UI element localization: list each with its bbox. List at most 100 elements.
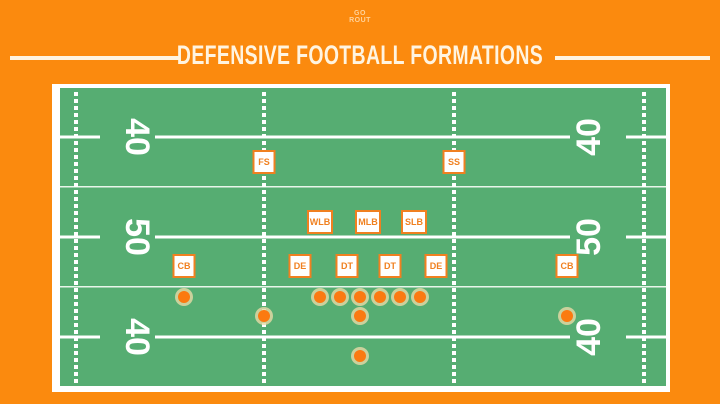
yard-line xyxy=(155,135,570,139)
hash-mark xyxy=(642,204,646,208)
yard-line-tick xyxy=(626,235,666,239)
hash-mark xyxy=(262,365,266,369)
hash-mark xyxy=(74,127,78,131)
position-box xyxy=(355,210,381,234)
hash-mark xyxy=(452,225,456,229)
hash-mark xyxy=(74,358,78,362)
yard-line-tick xyxy=(60,335,100,339)
hash-mark xyxy=(74,246,78,250)
position-text: DT xyxy=(384,261,396,271)
hash-mark xyxy=(642,253,646,257)
hash-mark xyxy=(642,190,646,194)
position-text: CB xyxy=(178,261,191,271)
yard-number-left: 40 xyxy=(118,318,156,356)
offense-player-dot xyxy=(334,291,346,303)
hash-mark xyxy=(642,358,646,362)
position-box xyxy=(442,150,466,174)
hash-mark xyxy=(74,162,78,166)
hash-mark xyxy=(262,190,266,194)
hash-mark xyxy=(262,379,266,383)
yard-line-tick xyxy=(60,135,100,139)
five-yard-line xyxy=(60,186,666,188)
hash-mark xyxy=(642,197,646,201)
position-label-wlb: WLB xyxy=(307,210,333,234)
hash-mark xyxy=(452,246,456,250)
hash-mark xyxy=(452,190,456,194)
hash-mark xyxy=(452,379,456,383)
position-box xyxy=(252,150,276,174)
offense-player-dot xyxy=(374,291,386,303)
offense-player-dot xyxy=(394,291,406,303)
position-text: DT xyxy=(341,261,353,271)
hash-mark xyxy=(74,183,78,187)
position-label-cb: CB xyxy=(555,254,579,278)
hash-mark xyxy=(452,92,456,96)
hash-mark xyxy=(262,351,266,355)
hash-mark xyxy=(452,267,456,271)
hash-mark xyxy=(452,113,456,117)
hash-mark xyxy=(262,120,266,124)
hash-mark xyxy=(452,183,456,187)
hash-mark xyxy=(452,337,456,341)
hash-mark xyxy=(74,365,78,369)
hash-mark xyxy=(262,113,266,117)
hash-mark xyxy=(74,92,78,96)
hash-mark xyxy=(642,302,646,306)
yard-number-left: 40 xyxy=(118,118,156,156)
hash-mark xyxy=(642,351,646,355)
hash-mark xyxy=(642,309,646,313)
position-label-ss: SS xyxy=(442,150,466,174)
hash-mark xyxy=(74,99,78,103)
hash-mark xyxy=(452,344,456,348)
hash-mark xyxy=(74,155,78,159)
position-box xyxy=(555,254,579,278)
title-rule-left xyxy=(10,56,180,60)
hash-mark xyxy=(262,127,266,131)
yard-line-tick xyxy=(60,235,100,239)
hash-mark xyxy=(262,225,266,229)
hash-mark xyxy=(74,239,78,243)
hash-mark xyxy=(74,253,78,257)
yard-line xyxy=(155,335,570,339)
hash-mark xyxy=(452,309,456,313)
hash-mark xyxy=(642,225,646,229)
hash-mark xyxy=(642,323,646,327)
hash-mark xyxy=(642,162,646,166)
hash-mark xyxy=(642,288,646,292)
hash-mark xyxy=(74,211,78,215)
hash-mark xyxy=(74,351,78,355)
hash-mark xyxy=(452,211,456,215)
hash-mark xyxy=(452,351,456,355)
hash-mark xyxy=(452,106,456,110)
hash-mark xyxy=(642,148,646,152)
offense-player-dot xyxy=(178,291,190,303)
offense-player-dot xyxy=(258,310,270,322)
position-label-de: DE xyxy=(424,254,448,278)
hash-mark xyxy=(74,295,78,299)
hash-mark xyxy=(74,106,78,110)
hash-mark xyxy=(262,204,266,208)
logo-line1: GO xyxy=(354,10,366,17)
hash-mark xyxy=(262,330,266,334)
hash-mark xyxy=(642,337,646,341)
hash-mark xyxy=(262,183,266,187)
position-box xyxy=(288,254,312,278)
hash-mark xyxy=(452,239,456,243)
hash-mark xyxy=(262,274,266,278)
hash-mark xyxy=(262,99,266,103)
hash-mark xyxy=(262,295,266,299)
hash-mark xyxy=(642,246,646,250)
hash-mark xyxy=(452,218,456,222)
hash-mark xyxy=(74,134,78,138)
hash-mark xyxy=(262,218,266,222)
hash-mark xyxy=(452,365,456,369)
position-label-mlb: MLB xyxy=(355,210,381,234)
hash-mark xyxy=(74,225,78,229)
hash-mark xyxy=(452,232,456,236)
hash-mark xyxy=(74,113,78,117)
hash-mark xyxy=(642,239,646,243)
hash-mark xyxy=(642,211,646,215)
logo-line2: ROUT xyxy=(349,17,371,24)
hash-mark xyxy=(262,260,266,264)
